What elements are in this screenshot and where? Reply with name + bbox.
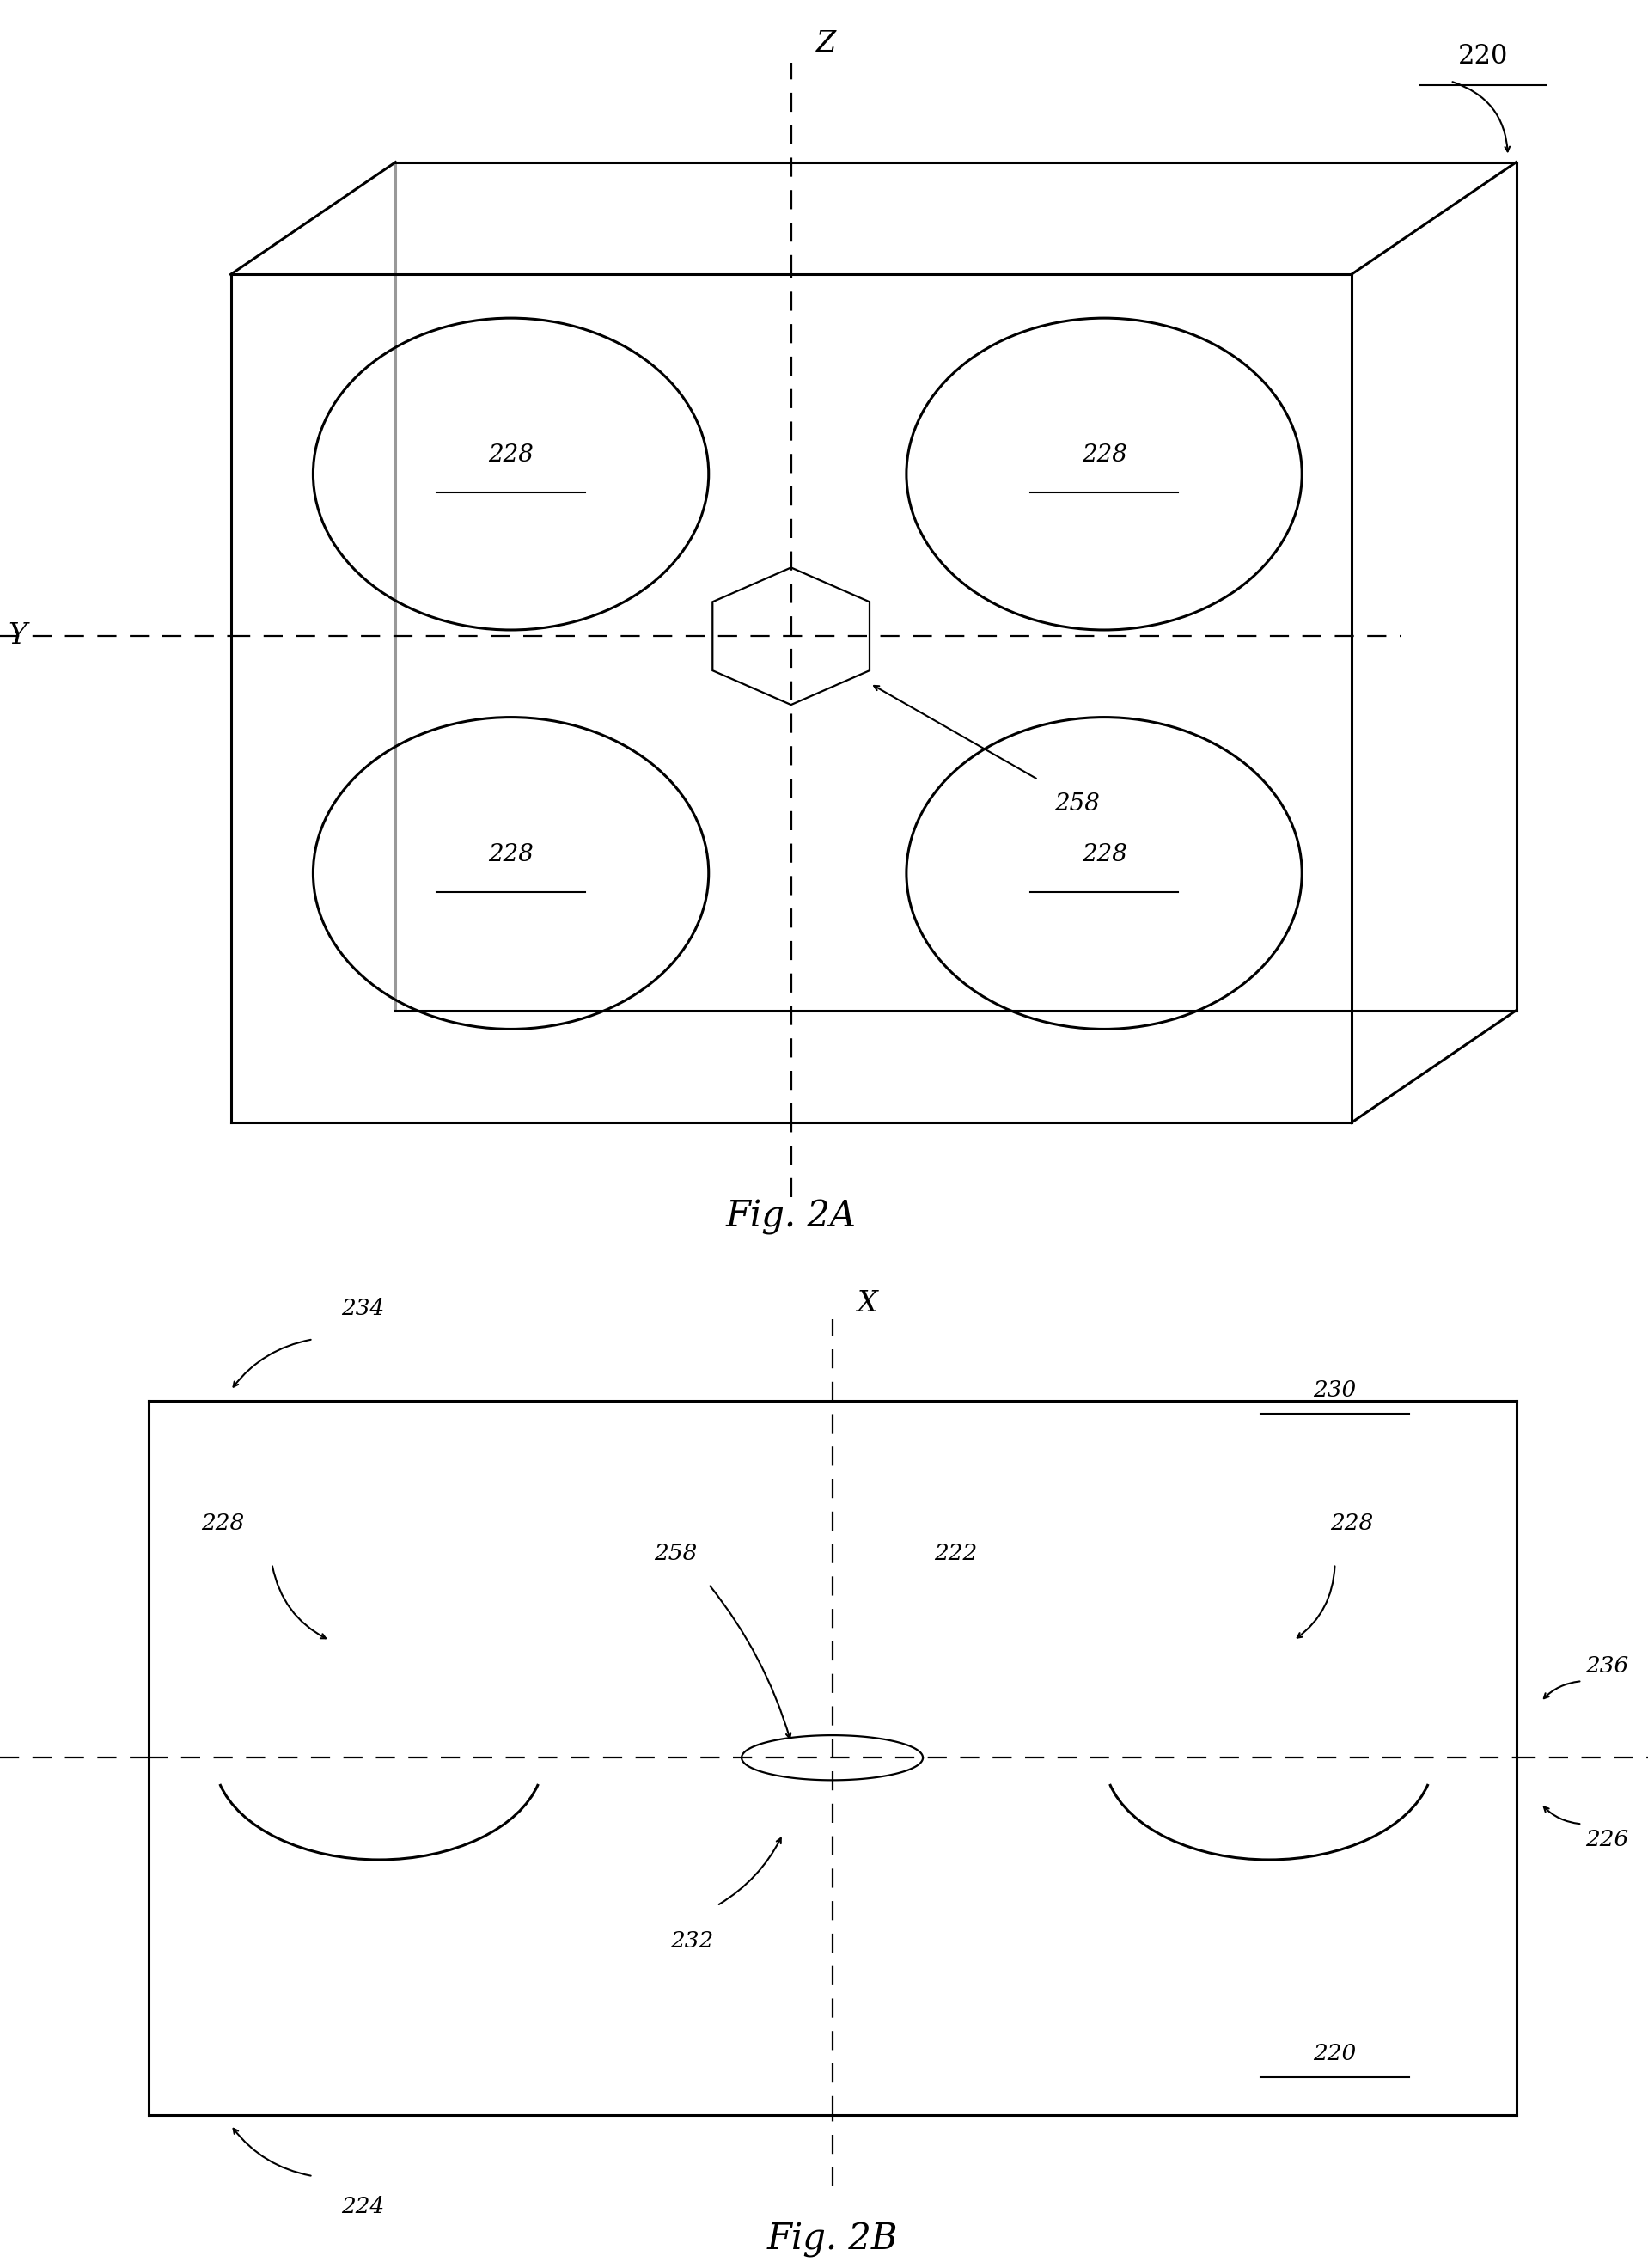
Text: 228: 228: [201, 1513, 244, 1533]
Text: 228: 228: [488, 445, 534, 467]
Text: Z: Z: [816, 29, 836, 57]
Text: Fig. 2B: Fig. 2B: [766, 2223, 898, 2259]
Text: Fig. 2A: Fig. 2A: [725, 1200, 857, 1234]
Text: 228: 228: [1081, 844, 1127, 866]
Text: 220: 220: [1458, 43, 1508, 70]
Text: 258: 258: [1055, 792, 1101, 814]
Text: 220: 220: [1313, 2043, 1356, 2064]
Text: 228: 228: [1081, 445, 1127, 467]
Text: 224: 224: [341, 2195, 384, 2218]
Text: 222: 222: [934, 1542, 977, 1565]
Text: 228: 228: [488, 844, 534, 866]
Text: 258: 258: [654, 1542, 697, 1565]
Text: Y: Y: [8, 621, 26, 651]
Text: 232: 232: [671, 1930, 714, 1953]
Text: X: X: [857, 1290, 877, 1318]
Text: 226: 226: [1585, 1828, 1628, 1851]
Text: 230: 230: [1313, 1379, 1356, 1402]
Text: 234: 234: [341, 1297, 384, 1320]
Text: 236: 236: [1585, 1656, 1628, 1676]
Text: 228: 228: [1330, 1513, 1373, 1533]
